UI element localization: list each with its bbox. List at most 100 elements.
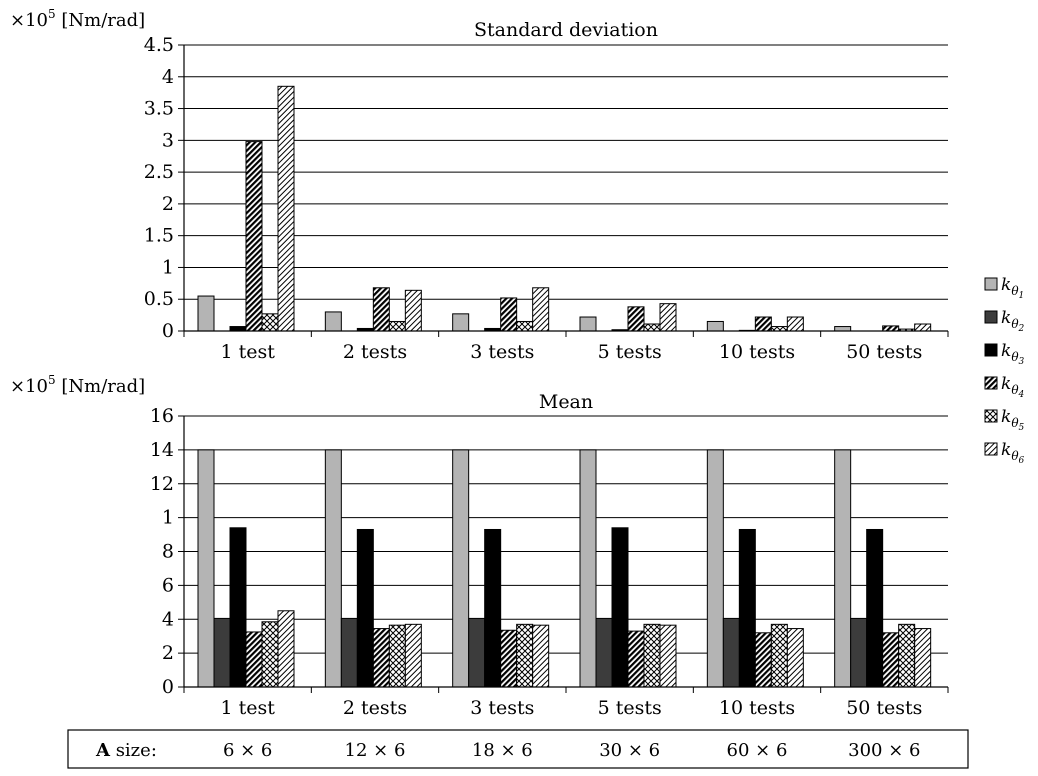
bar-ktheta6-0 bbox=[277, 85, 295, 332]
bar-ktheta3-5 bbox=[866, 528, 884, 688]
y-tick-label: 14 bbox=[150, 439, 174, 461]
x-tick-label: 1 test bbox=[220, 341, 275, 363]
bar-ktheta4-2 bbox=[500, 297, 518, 332]
std-gridlines bbox=[178, 44, 948, 332]
mean-y-tick-labels: 0 2 4 6 8 1 12 14 16 bbox=[150, 405, 174, 698]
bar-ktheta1-1 bbox=[324, 311, 342, 332]
bar-ktheta5-5 bbox=[898, 623, 916, 688]
y-tick-label: 4 bbox=[162, 608, 174, 630]
x-tick-label: 3 tests bbox=[470, 697, 534, 719]
legend-label: kθ5 bbox=[1001, 407, 1025, 433]
bar-ktheta2-4 bbox=[722, 617, 740, 688]
bar-ktheta5-4 bbox=[770, 623, 788, 688]
bar-ktheta4-1 bbox=[372, 287, 390, 332]
std-deviation-chart: ×105 [Nm/rad] Standard deviation 0 0.5 1 1.… bbox=[10, 7, 949, 363]
legend-swatch bbox=[984, 376, 998, 390]
x-tick-label: 1 test bbox=[220, 697, 275, 719]
legend-label: kθ4 bbox=[1001, 374, 1025, 400]
bar-ktheta6-1 bbox=[404, 623, 422, 688]
table-header: A size: bbox=[95, 740, 157, 761]
y-tick-label: 3 bbox=[162, 129, 174, 151]
x-tick-label: 2 tests bbox=[343, 341, 407, 363]
y-tick-label: 6 bbox=[162, 574, 174, 596]
x-tick-label: 50 tests bbox=[846, 341, 922, 363]
bar-ktheta1-4 bbox=[706, 449, 724, 688]
std-x-tick-labels: 1 test 2 tests 3 tests 5 tests 10 tests 50 te… bbox=[220, 341, 922, 363]
bar-ktheta6-1 bbox=[404, 289, 422, 332]
bar-ktheta2-5 bbox=[850, 617, 868, 688]
std-bars bbox=[197, 85, 932, 332]
y-tick-label: 1 bbox=[162, 507, 174, 529]
bar-ktheta5-0 bbox=[261, 313, 279, 332]
std-unit-label: ×105 [Nm/rad] bbox=[10, 7, 145, 31]
bar-ktheta3-2 bbox=[484, 528, 502, 688]
table-cell: 12 × 6 bbox=[345, 740, 406, 761]
y-tick-label: 8 bbox=[162, 541, 174, 563]
legend-swatch bbox=[984, 277, 998, 291]
bar-ktheta4-0 bbox=[245, 631, 263, 688]
y-tick-label: 4 bbox=[162, 66, 174, 88]
std-axes bbox=[183, 45, 949, 337]
legend-swatch bbox=[984, 310, 998, 324]
mean-chart-title: Mean bbox=[539, 391, 593, 413]
bar-ktheta6-2 bbox=[532, 624, 550, 688]
table-border bbox=[67, 729, 969, 769]
y-tick-label: 16 bbox=[150, 405, 174, 427]
mean-axes bbox=[183, 416, 949, 693]
mean-bars bbox=[197, 449, 932, 688]
bar-ktheta4-5 bbox=[882, 632, 900, 688]
y-tick-label: 0 bbox=[162, 320, 174, 342]
bar-ktheta1-0 bbox=[197, 295, 215, 332]
mean-unit-label: ×105 [Nm/rad] bbox=[10, 373, 145, 397]
legend-label: kθ3 bbox=[1001, 341, 1025, 367]
x-tick-label: 3 tests bbox=[470, 341, 534, 363]
y-tick-label: 12 bbox=[150, 473, 174, 495]
bar-ktheta6-4 bbox=[786, 628, 804, 688]
bar-ktheta4-5 bbox=[882, 325, 900, 332]
bar-ktheta2-3 bbox=[595, 617, 613, 688]
bar-ktheta1-5 bbox=[834, 449, 852, 688]
legend-item: kθ2 bbox=[984, 308, 1025, 334]
legend-label: kθ1 bbox=[1001, 275, 1024, 301]
bar-ktheta4-4 bbox=[754, 316, 772, 332]
bar-ktheta5-1 bbox=[388, 624, 406, 688]
matrix-size-table: A size: 6 × 6 12 × 6 18 × 6 30 × 6 60 × 6 300… bbox=[67, 729, 969, 769]
legend-label: kθ6 bbox=[1001, 440, 1025, 466]
y-tick-label: 2 bbox=[162, 193, 174, 215]
y-tick-label: 3.5 bbox=[144, 98, 174, 120]
table-cell: 18 × 6 bbox=[472, 740, 533, 761]
bar-ktheta4-4 bbox=[754, 632, 772, 688]
bar-ktheta5-2 bbox=[516, 623, 534, 688]
legend-item: kθ1 bbox=[984, 275, 1024, 301]
bar-ktheta6-0 bbox=[277, 610, 295, 688]
legend: kθ1 kθ2 kθ3 kθ4 kθ5 kθ6 bbox=[984, 275, 1025, 466]
bar-ktheta2-1 bbox=[340, 617, 358, 688]
legend-item: kθ5 bbox=[984, 407, 1025, 433]
bar-ktheta6-3 bbox=[659, 303, 677, 332]
y-tick-label: 0.5 bbox=[144, 288, 174, 310]
bar-ktheta1-2 bbox=[452, 449, 470, 688]
bar-ktheta1-5 bbox=[834, 326, 852, 332]
bar-ktheta3-3 bbox=[611, 527, 629, 688]
bar-ktheta3-1 bbox=[356, 528, 374, 688]
x-tick-label: 10 tests bbox=[719, 341, 795, 363]
bar-ktheta6-3 bbox=[659, 624, 677, 688]
bar-ktheta5-2 bbox=[516, 320, 534, 332]
mean-chart: ×105 [Nm/rad] Mean 0 2 4 6 8 1 12 14 16 1 test 2 … bbox=[10, 373, 949, 719]
bar-ktheta6-2 bbox=[532, 287, 550, 332]
legend-item: kθ6 bbox=[984, 440, 1025, 466]
table-cell: 30 × 6 bbox=[599, 740, 660, 761]
y-tick-label: 2 bbox=[162, 642, 174, 664]
bar-ktheta6-5 bbox=[914, 323, 932, 332]
table-cell: 300 × 6 bbox=[848, 740, 920, 761]
y-tick-label: 4.5 bbox=[144, 34, 174, 56]
bar-ktheta4-2 bbox=[500, 629, 518, 688]
y-tick-label: 1.5 bbox=[144, 225, 174, 247]
bar-ktheta1-2 bbox=[452, 313, 470, 332]
bar-ktheta3-0 bbox=[229, 326, 247, 332]
bar-ktheta3-4 bbox=[738, 528, 756, 688]
table-cell: 6 × 6 bbox=[223, 740, 272, 761]
table-cells: 6 × 6 12 × 6 18 × 6 30 × 6 60 × 6 300 × 6 bbox=[223, 740, 921, 761]
bar-ktheta5-1 bbox=[388, 320, 406, 332]
